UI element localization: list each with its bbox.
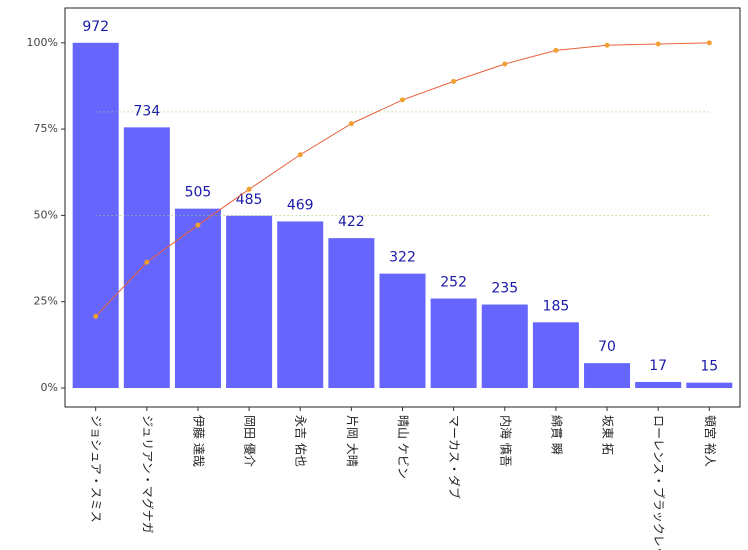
y-tick-label: 50% [34, 208, 58, 221]
bar [430, 298, 477, 388]
value-label: 15 [700, 359, 718, 375]
bar [328, 238, 375, 388]
cumulative-point [246, 186, 252, 192]
x-tick-label: 岡田 優介 [243, 415, 257, 467]
value-label: 422 [338, 214, 365, 230]
cumulative-point [348, 121, 354, 127]
bar [123, 127, 170, 389]
cumulative-point [655, 41, 661, 47]
cumulative-point [706, 40, 712, 46]
cumulative-point [604, 42, 610, 48]
bar [686, 382, 733, 388]
bar [584, 363, 631, 388]
cumulative-point [502, 61, 508, 67]
x-tick-label: ジョシュア・スミス [89, 415, 103, 523]
value-label: 70 [598, 339, 616, 355]
y-tick-label: 75% [34, 122, 58, 135]
x-tick-label: 綿貫 瞬 [549, 415, 563, 455]
x-tick-label: マーカス・ダブ [447, 415, 462, 499]
value-label: 322 [389, 250, 416, 266]
x-tick-label: 頓宮 裕人 [703, 415, 718, 467]
bar [532, 322, 579, 388]
y-tick-label: 0% [41, 381, 58, 394]
bar [635, 381, 682, 388]
x-tick-label: 片岡 大晴 [345, 415, 359, 467]
x-tick-label: 内海 慎吾 [498, 415, 513, 467]
x-tick-label: 永吉 佑也 [294, 415, 308, 467]
cumulative-point [144, 259, 150, 265]
value-label: 972 [82, 19, 109, 35]
cumulative-point [400, 97, 405, 103]
cumulative-point [553, 47, 559, 53]
value-label: 734 [133, 103, 160, 119]
bar [277, 221, 324, 388]
bar [379, 273, 426, 388]
bar [226, 215, 273, 388]
cumulative-point [195, 222, 201, 228]
value-label: 252 [440, 275, 467, 291]
cumulative-point [297, 152, 303, 158]
bar [174, 208, 221, 388]
value-label: 185 [543, 298, 570, 314]
value-label: 235 [491, 281, 518, 297]
value-label: 485 [236, 192, 263, 208]
x-tick-label: 坂東 拓 [601, 415, 615, 455]
y-tick-label: 25% [34, 295, 58, 308]
value-label: 505 [185, 185, 212, 201]
x-tick-label: ジュリアン・マグナガ [140, 415, 154, 534]
y-tick-label: 100% [27, 36, 58, 49]
cumulative-point [93, 313, 99, 319]
bar [481, 304, 528, 388]
x-tick-label: ローレンス・ブラックレッジ [652, 415, 667, 550]
value-label: 17 [649, 358, 667, 374]
x-tick-label: 伊藤 達哉 [191, 415, 206, 467]
cumulative-point [451, 78, 457, 84]
x-tick-label: 晴山 ケビン [396, 415, 410, 479]
value-label: 469 [287, 197, 314, 213]
